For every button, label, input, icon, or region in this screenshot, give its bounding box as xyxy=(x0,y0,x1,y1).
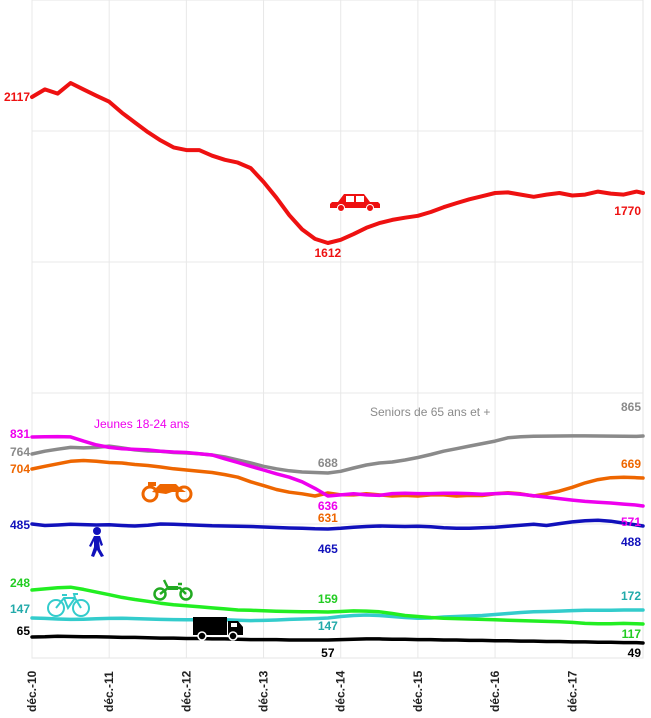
x-tick-label-7: déc.-17 xyxy=(565,670,579,712)
value-label-seniors-2: 865 xyxy=(621,400,641,414)
x-tick-label-1: déc.-11 xyxy=(102,671,116,712)
pedestrian-icon xyxy=(89,527,104,557)
value-label-voiture-0: 2117 xyxy=(4,90,30,104)
series-line-cyclomoteurs xyxy=(30,585,645,626)
x-tick-label-4: déc.-14 xyxy=(334,670,348,712)
value-labels: 2117 1612 1770 764 688 865 831 636 571 704 631 669 4… xyxy=(4,90,641,660)
value-label-jeunes-1: 636 xyxy=(318,499,338,513)
value-label-poids_lourds-1: 57 xyxy=(321,646,335,660)
value-label-moto-2: 669 xyxy=(621,457,641,471)
bicycle-icon xyxy=(47,593,90,617)
value-label-cyclistes-1: 147 xyxy=(318,619,338,633)
value-label-cyclomoteurs-2: 117 xyxy=(622,627,642,641)
series-name-seniors: Seniors de 65 ans et + xyxy=(370,405,490,419)
value-label-jeunes-2: 571 xyxy=(621,515,641,529)
series-line-voiture xyxy=(30,81,645,245)
car-icon xyxy=(330,194,380,212)
x-tick-label-5: déc.-15 xyxy=(411,670,425,712)
series-line-cyclistes xyxy=(30,608,645,623)
x-tick-label-3: déc.-13 xyxy=(257,670,271,712)
value-label-seniors-1: 688 xyxy=(318,456,338,470)
chart-grid xyxy=(31,0,644,659)
x-axis-ticks: déc.-10 déc.-11 déc.-12 déc.-13 déc.-14 déc.-… xyxy=(25,670,579,712)
series-line-jeunes xyxy=(30,434,645,508)
truck-icon xyxy=(193,617,243,641)
value-label-voiture-2: 1770 xyxy=(614,204,641,218)
series-lines xyxy=(30,81,645,645)
value-label-cyclomoteurs-1: 159 xyxy=(318,592,338,606)
value-label-cyclistes-0: 147 xyxy=(10,602,30,616)
value-label-cyclistes-2: 172 xyxy=(621,589,641,603)
x-tick-label-6: déc.-16 xyxy=(488,670,502,712)
value-label-seniors-0: 764 xyxy=(10,445,30,459)
series-line-poids_lourds xyxy=(30,634,645,645)
motorcycle-icon xyxy=(141,482,193,503)
series-line-pietons xyxy=(30,518,645,531)
value-label-poids_lourds-2: 49 xyxy=(628,646,642,660)
value-label-moto-0: 704 xyxy=(10,462,30,476)
value-label-poids_lourds-0: 65 xyxy=(17,624,31,638)
value-label-pietons-1: 465 xyxy=(318,542,338,556)
value-label-pietons-2: 488 xyxy=(621,535,641,549)
value-label-pietons-0: 485 xyxy=(10,518,30,532)
value-label-jeunes-0: 831 xyxy=(10,427,30,441)
value-label-cyclomoteurs-0: 248 xyxy=(10,576,30,590)
moped-icon xyxy=(153,579,193,601)
value-label-moto-1: 631 xyxy=(318,511,338,525)
x-tick-label-2: déc.-12 xyxy=(179,670,193,712)
value-label-voiture-1: 1612 xyxy=(315,246,342,260)
x-tick-label-0: déc.-10 xyxy=(25,670,39,712)
series-name-jeunes: Jeunes 18-24 ans xyxy=(94,417,189,431)
plot-area xyxy=(31,0,644,659)
